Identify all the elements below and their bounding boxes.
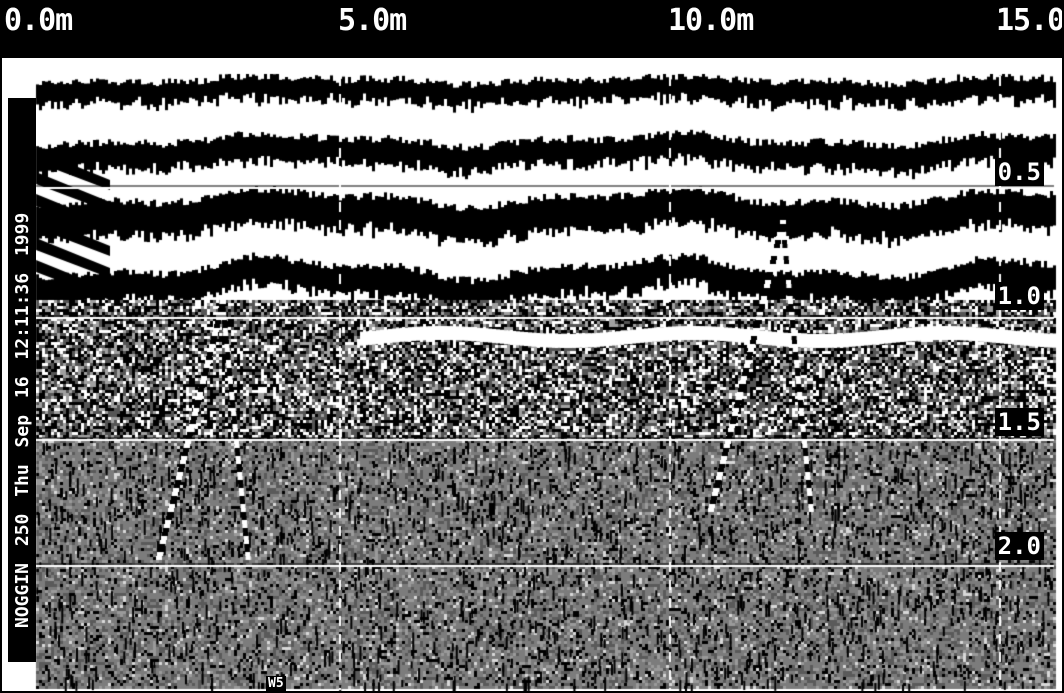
depth-label-1-5: 1.5 <box>994 408 1044 436</box>
distance-label-10: 10.0m <box>668 3 754 38</box>
distance-axis-bar: 0.0m 5.0m 10.0m 15.0m <box>0 0 1064 58</box>
survey-metadata-label: NOGGIN 250 Thu Sep 16 12:11:36 1999 <box>12 212 33 628</box>
depth-label-2-0: 2.0 <box>994 532 1044 560</box>
distance-label-15: 15.0m <box>996 3 1064 38</box>
depth-label-0-5: 0.5 <box>994 158 1044 186</box>
depth-label-1-0: 1.0 <box>994 282 1044 310</box>
metadata-strip <box>8 98 36 662</box>
distance-label-5: 5.0m <box>338 3 407 38</box>
marker-tag: W5 <box>266 676 286 691</box>
distance-label-0: 0.0m <box>4 3 73 38</box>
